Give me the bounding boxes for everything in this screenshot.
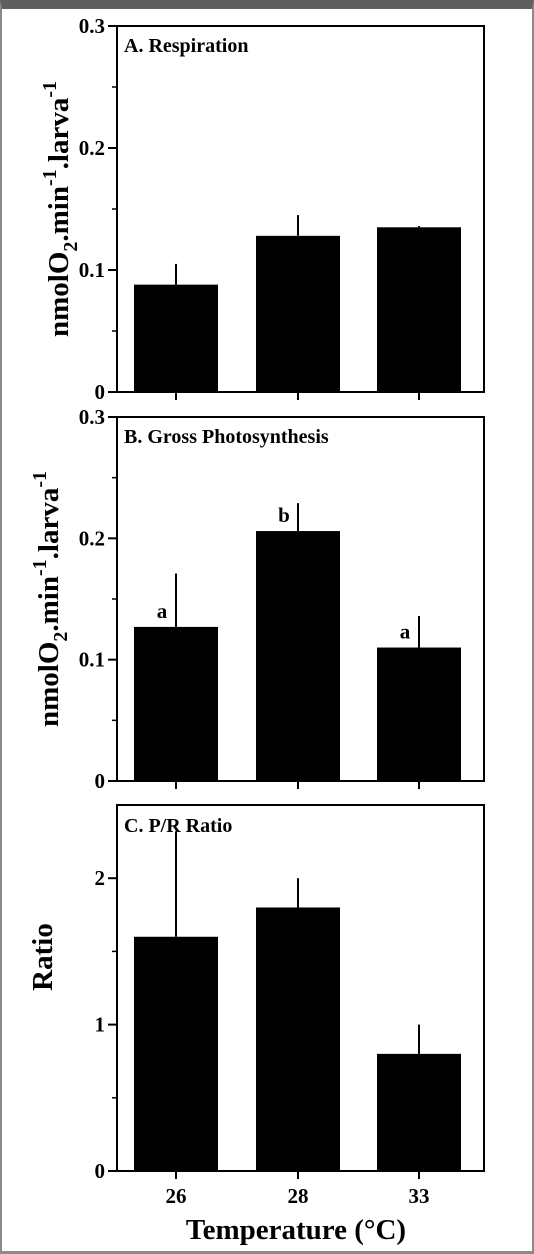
bar-28 bbox=[256, 531, 340, 781]
panel-title: C. P/R Ratio bbox=[124, 815, 232, 837]
y-axis: 0 0.1 0.2 0.3 bbox=[79, 14, 420, 404]
y-axis: 0 0.1 0.2 0.3 bbox=[79, 405, 420, 793]
y-tick-label: 0 bbox=[95, 1159, 106, 1183]
y-tick-label: 0.2 bbox=[79, 526, 105, 550]
panel-respiration: A. Respiration 0 0.1 0.2 0.3 nmolO2.min-1.l… bbox=[39, 14, 485, 404]
bars bbox=[134, 831, 461, 1171]
significance-label: b bbox=[278, 503, 290, 527]
y-tick-label: 0 bbox=[95, 380, 106, 404]
bar-26 bbox=[134, 284, 218, 392]
panel-gross-photosynthesis: B. Gross Photosynthesis 0 0.1 0.2 0.3 a b a n… bbox=[29, 405, 485, 793]
panel-title: B. Gross Photosynthesis bbox=[124, 426, 329, 448]
y-tick-label: 1 bbox=[95, 1013, 106, 1037]
y-tick-label: 0.3 bbox=[79, 405, 105, 429]
y-axis: 0 1 2 bbox=[95, 866, 420, 1183]
y-tick-label: 0.1 bbox=[79, 258, 105, 282]
significance-label: a bbox=[157, 599, 168, 623]
x-tick-label: 28 bbox=[288, 1184, 309, 1208]
panel-title: A. Respiration bbox=[124, 35, 248, 57]
x-axis-label: Temperature (°C) bbox=[186, 1214, 406, 1246]
y-tick-label: 0.3 bbox=[79, 14, 105, 38]
y-tick-label: 0.2 bbox=[79, 136, 105, 160]
y-axis-label: Ratio bbox=[27, 923, 59, 991]
bar-33 bbox=[377, 647, 461, 781]
significance-label: a bbox=[400, 620, 411, 644]
y-axis-label: nmolO2.min-1.larva-1 bbox=[39, 81, 82, 337]
y-axis-label: nmolO2.min-1.larva-1 bbox=[29, 471, 72, 727]
x-tick-label: 26 bbox=[166, 1184, 187, 1208]
panel-pr-ratio: C. P/R Ratio 0 1 2 26 28 33 Ratio Temperatur… bbox=[27, 804, 485, 1246]
bar-28 bbox=[256, 235, 340, 392]
y-tick-label: 0.1 bbox=[79, 648, 105, 672]
x-axis: 26 28 33 bbox=[166, 1184, 430, 1208]
bar-26 bbox=[134, 936, 218, 1171]
bars: a b a bbox=[134, 503, 461, 781]
bars bbox=[134, 215, 461, 392]
bar-33 bbox=[377, 1053, 461, 1171]
bar-28 bbox=[256, 907, 340, 1171]
x-tick-label: 33 bbox=[409, 1184, 430, 1208]
bar-33 bbox=[377, 227, 461, 392]
y-tick-label: 0 bbox=[95, 769, 106, 793]
bar-26 bbox=[134, 626, 218, 781]
y-tick-label: 2 bbox=[95, 866, 106, 890]
